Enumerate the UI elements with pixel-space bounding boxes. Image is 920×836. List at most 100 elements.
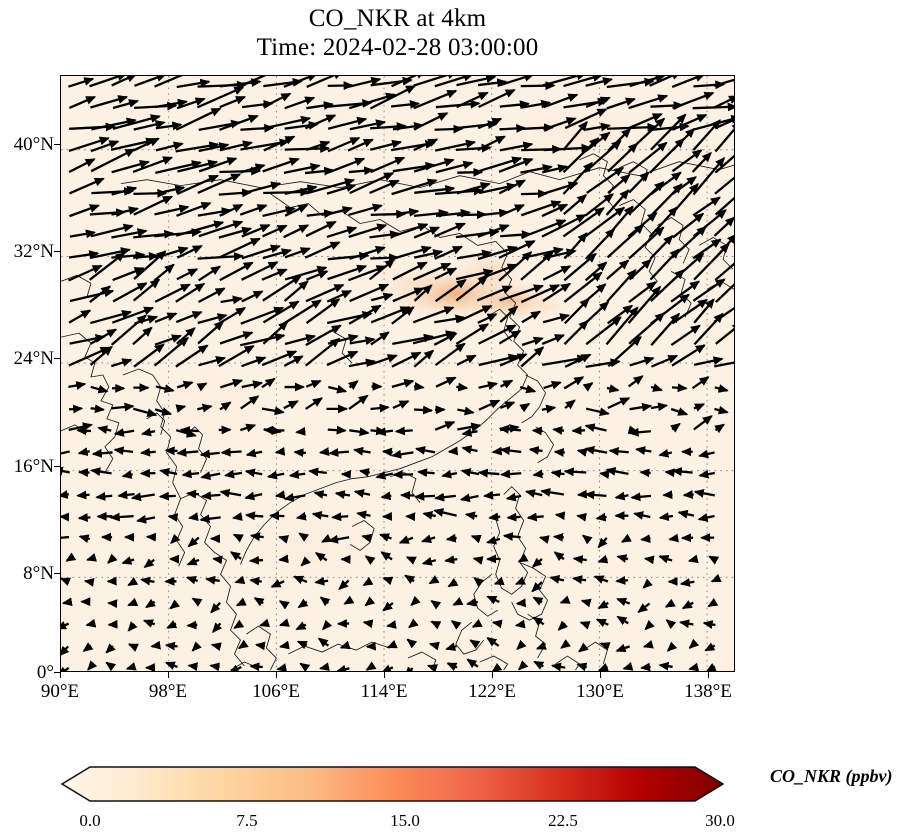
wind-vector-arrow: [640, 534, 651, 544]
wind-vector-arrow: [111, 402, 135, 412]
wind-vector-arrow: [486, 636, 500, 647]
wind-vector-arrow: [413, 226, 441, 239]
wind-vector-arrow: [398, 535, 414, 544]
wind-vector-arrow: [112, 114, 161, 130]
wind-vector-arrow: [370, 156, 406, 174]
wind-vector-arrow: [305, 397, 324, 410]
wind-vector-arrow: [241, 290, 264, 303]
wind-vector-arrow: [540, 487, 565, 497]
wind-vector-arrow: [606, 384, 620, 393]
wind-vector-arrow: [262, 275, 302, 302]
wind-vector-arrow: [85, 618, 97, 628]
wind-vector-arrow: [219, 307, 247, 325]
wind-vector-arrow: [169, 599, 181, 610]
wind-vector-arrow: [486, 535, 501, 545]
wind-vector-arrow: [89, 247, 131, 260]
wind-vector-arrow: [368, 258, 396, 281]
wind-vector-arrow: [284, 184, 318, 196]
wind-vector-arrow: [572, 555, 587, 564]
wind-vector-arrow: [327, 425, 347, 435]
wind-vector-arrow: [284, 204, 309, 217]
wind-vector-arrow: [434, 314, 466, 324]
wind-vector-arrow: [585, 96, 611, 108]
wind-vector-arrow: [348, 358, 376, 368]
wind-vector-arrow: [477, 117, 503, 130]
wind-vector-arrow: [533, 660, 545, 670]
wind-vector-arrow: [650, 383, 664, 392]
wind-vector-arrow: [642, 578, 653, 589]
wind-vector-arrow: [421, 557, 437, 566]
wind-vector-arrow: [219, 166, 262, 176]
wind-vector-arrow: [365, 661, 377, 671]
wind-vector-arrow: [478, 182, 518, 195]
wind-vector-arrow: [620, 533, 632, 543]
wind-vector-arrow: [370, 403, 390, 413]
wind-vector-arrow: [627, 375, 644, 388]
wind-vector-arrow: [499, 141, 534, 152]
wind-vector-arrow: [452, 596, 464, 606]
wind-vector-arrow: [649, 248, 680, 281]
wind-vector-arrow: [142, 619, 156, 628]
wind-vector-arrow: [521, 310, 542, 324]
wind-vector-arrow: [498, 424, 521, 434]
wind-vector-arrow: [708, 555, 720, 565]
wind-vector-arrow: [464, 511, 478, 521]
wind-vector-arrow: [197, 403, 213, 413]
wind-vector-arrow: [541, 334, 566, 345]
wind-vector-arrow: [614, 491, 629, 501]
wind-vector-arrow: [412, 262, 452, 281]
wind-vector-arrow: [305, 298, 341, 324]
wind-vector-arrow: [649, 234, 674, 260]
wind-vector-arrow: [615, 575, 629, 585]
wind-vector-arrow: [175, 404, 187, 413]
wind-vector-arrow: [283, 280, 309, 302]
wind-vector-arrow: [478, 88, 516, 109]
wind-vector-arrow: [391, 306, 415, 325]
wind-vector-arrow: [593, 575, 609, 584]
wind-vector-arrow: [520, 251, 554, 281]
wind-vector-arrow: [228, 664, 242, 671]
wind-vector-arrow: [693, 415, 713, 431]
x-tick-mark: [384, 672, 386, 678]
wind-vector-arrow: [543, 143, 592, 153]
wind-vector-arrow: [543, 93, 579, 109]
wind-vector-arrow: [111, 185, 138, 196]
wind-vector-arrow: [279, 640, 290, 650]
wind-vector-arrow: [526, 512, 544, 522]
y-tick-label: 0°: [36, 662, 54, 683]
wind-vector-arrow: [434, 76, 474, 88]
wind-vector-arrow: [670, 324, 701, 347]
wind-vector-arrow: [605, 306, 639, 346]
wind-vector-arrow: [461, 428, 478, 437]
wind-vector-arrow: [133, 120, 166, 131]
wind-vector-arrow: [664, 598, 676, 608]
wind-vector-arrow: [576, 448, 588, 457]
wind-vector-arrow: [549, 575, 565, 584]
wind-vector-arrow: [262, 320, 289, 345]
wind-vector-arrow: [428, 575, 440, 585]
wind-vector-arrow: [274, 490, 286, 500]
wind-vector-arrow: [326, 183, 357, 195]
wind-vector-arrow: [77, 447, 90, 457]
wind-vector-arrow: [417, 468, 435, 478]
wind-vector-arrow: [456, 91, 489, 109]
wind-vector-arrow: [305, 379, 322, 389]
wind-vector-arrow: [518, 660, 529, 671]
wind-vector-arrow: [362, 576, 374, 587]
wind-vector-arrow: [658, 512, 674, 522]
wind-vector-arrow: [597, 554, 609, 564]
wind-vector-arrow: [261, 350, 298, 367]
wind-vector-arrow: [311, 510, 329, 520]
wind-vector-arrow: [95, 492, 113, 501]
wind-vector-arrow: [319, 596, 331, 607]
wind-vector-arrow: [68, 404, 84, 414]
y-tick-mark: [54, 358, 60, 360]
wind-vector-arrow: [176, 380, 194, 390]
wind-vector-arrow: [347, 76, 382, 88]
wind-vector-arrow: [132, 156, 174, 174]
wind-vector-arrow: [607, 336, 642, 368]
wind-vector-arrow: [164, 661, 178, 670]
wind-vector-arrow: [391, 245, 432, 261]
wind-vector-arrow: [263, 135, 296, 152]
wind-vector-arrow: [175, 141, 220, 153]
